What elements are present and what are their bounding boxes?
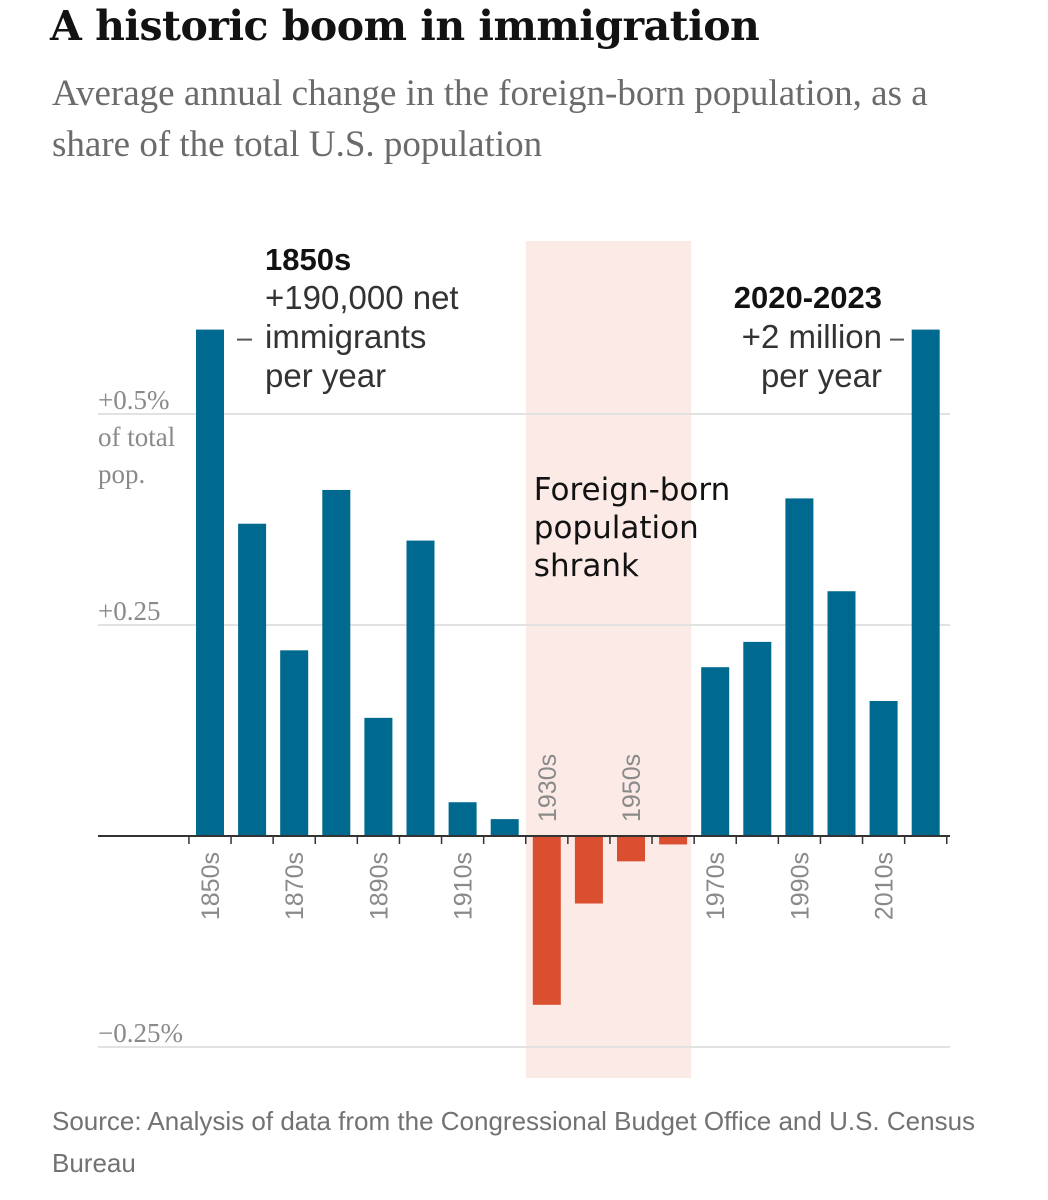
x-tick-label: 1930s — [534, 754, 562, 822]
annotation-line: per year — [761, 357, 882, 394]
bar-1940s — [574, 836, 603, 904]
x-tick-label: 1990s — [786, 852, 814, 920]
bar-1870s — [280, 650, 309, 836]
bar-1930s — [532, 836, 561, 1005]
bar-1880s — [322, 489, 351, 836]
bar-1910s — [448, 802, 477, 836]
ytick-label: −0.25% — [98, 1018, 183, 1048]
x-tick-label: 1890s — [365, 852, 393, 920]
source-note: Source: Analysis of data from the Congre… — [52, 1106, 976, 1178]
annotation-line: immigrants — [265, 318, 426, 355]
ytick-label: of total — [98, 422, 175, 452]
shaded-region-label: population — [534, 510, 699, 546]
bar-2010s — [869, 700, 898, 836]
x-tick-label: 2010s — [871, 852, 899, 920]
x-tick-label: 1950s — [618, 754, 646, 822]
bar-1980s — [743, 641, 772, 836]
ytick-label: pop. — [98, 459, 145, 489]
bar-2020-2023 — [911, 329, 940, 836]
x-tick-label: 1910s — [450, 852, 478, 920]
annotation-line: per year — [265, 357, 386, 394]
bar-1950s — [617, 836, 645, 862]
x-tick-label: 1870s — [281, 852, 309, 920]
bar-1920s — [490, 819, 519, 836]
shaded-region-label: Foreign-born — [534, 472, 730, 508]
bar-1960s — [659, 836, 688, 845]
shaded-region-label: shrank — [534, 548, 639, 584]
annotation-heading: 1850s — [265, 242, 351, 277]
bar-1970s — [701, 667, 730, 836]
chart-subtitle: Average annual change in the foreign-bor… — [52, 73, 928, 165]
bar-1990s — [785, 498, 814, 836]
x-tick-label: 1970s — [702, 852, 730, 920]
ytick-label: +0.5% — [98, 385, 169, 415]
bar-1900s — [406, 540, 435, 836]
annotation-line: +2 million — [742, 318, 882, 355]
annotation-heading: 2020-2023 — [734, 280, 882, 315]
bar-1860s — [238, 523, 267, 836]
bar-2000s — [827, 591, 856, 836]
chart-title: A historic boom in immigration — [50, 2, 760, 50]
ytick-label: +0.25 — [98, 596, 160, 626]
x-tick-label: 1850s — [197, 852, 225, 920]
annotation-line: +190,000 net — [265, 279, 459, 316]
bar-1850s — [196, 329, 224, 836]
bar-1890s — [364, 717, 393, 836]
